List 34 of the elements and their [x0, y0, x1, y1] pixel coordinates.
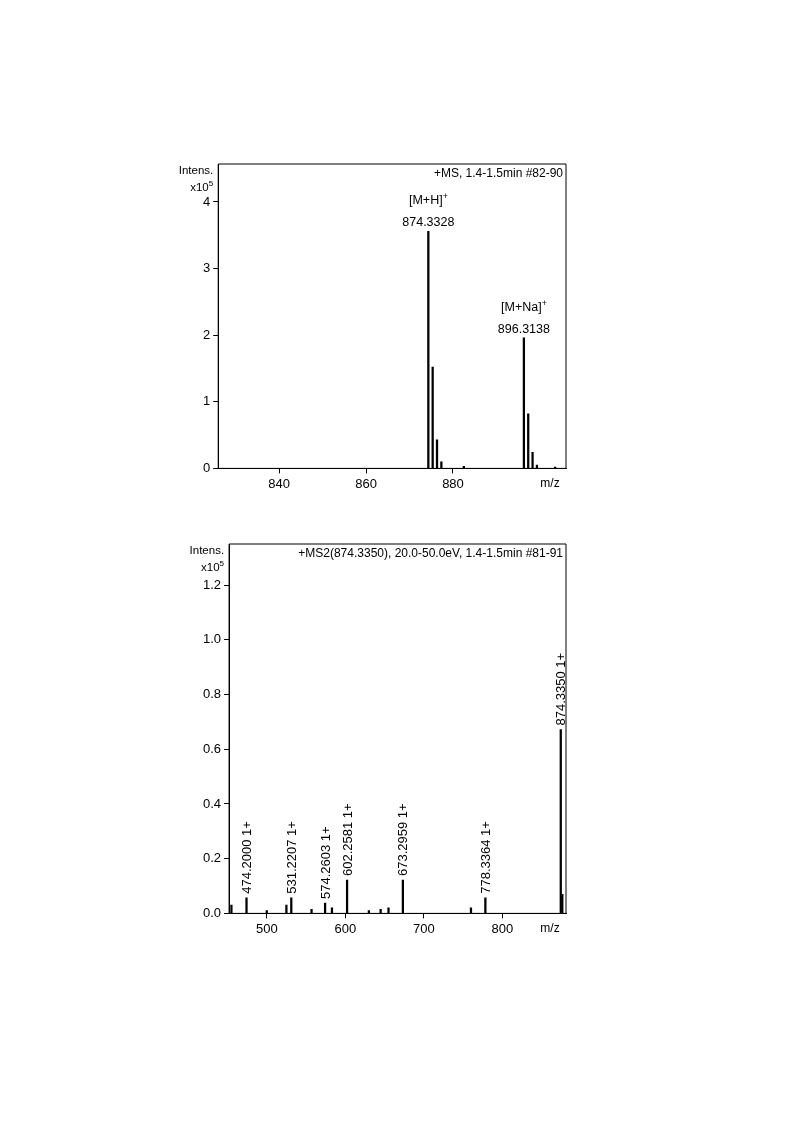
y-tick-label: 0	[203, 459, 211, 475]
y-tick-label: 0.6	[202, 740, 222, 756]
annotation: +MS, 1.4-1.5min #82-90	[433, 166, 564, 180]
y-tick-label: 0.0	[202, 904, 222, 920]
x-tick-label: 600	[334, 920, 357, 936]
annotation: [M+Na]+	[501, 297, 547, 314]
annotation: 778.3364 1+	[477, 821, 493, 894]
annotation: 602.2581 1+	[339, 803, 355, 877]
y-tick-label: 2	[203, 326, 211, 342]
x-tick-label: 700	[412, 920, 435, 936]
annotation: [M+H]+	[408, 191, 448, 208]
annotation: 474.2000 1+	[239, 821, 255, 894]
annotation: 574.2603 1+	[317, 826, 333, 899]
y-tick-label: 0.2	[202, 850, 222, 866]
annotation: +MS2(874.3350), 20.0-50.0eV, 1.4-1.5min #81-91	[298, 546, 564, 560]
y-tick-label: 0.4	[202, 795, 222, 811]
x-tick-label: 800	[491, 920, 514, 936]
annotation: 874.3328	[402, 215, 455, 230]
x-tick-label: 880	[442, 475, 464, 491]
x-tick-label: 500	[255, 920, 278, 936]
y-tick-label: 4	[203, 193, 211, 209]
y-tick-label: 1.2	[202, 576, 222, 592]
x-tick-label: 840	[268, 475, 290, 491]
y-tick-label: 0.8	[202, 686, 222, 702]
x-tick-label: 860	[355, 475, 377, 491]
annotation: 896.3138	[497, 321, 551, 336]
annotation: 673.2959 1+	[395, 803, 411, 877]
annotation: 531.2207 1+	[283, 821, 299, 894]
y-tick-label: 1	[203, 393, 211, 409]
y-tick-label: 3	[203, 260, 211, 276]
x-axis-title: m/z	[540, 475, 560, 490]
annotation: 874.3350 1+	[553, 652, 569, 726]
x-axis-title: m/z	[540, 920, 560, 935]
y-tick-label: 1.0	[202, 631, 222, 647]
